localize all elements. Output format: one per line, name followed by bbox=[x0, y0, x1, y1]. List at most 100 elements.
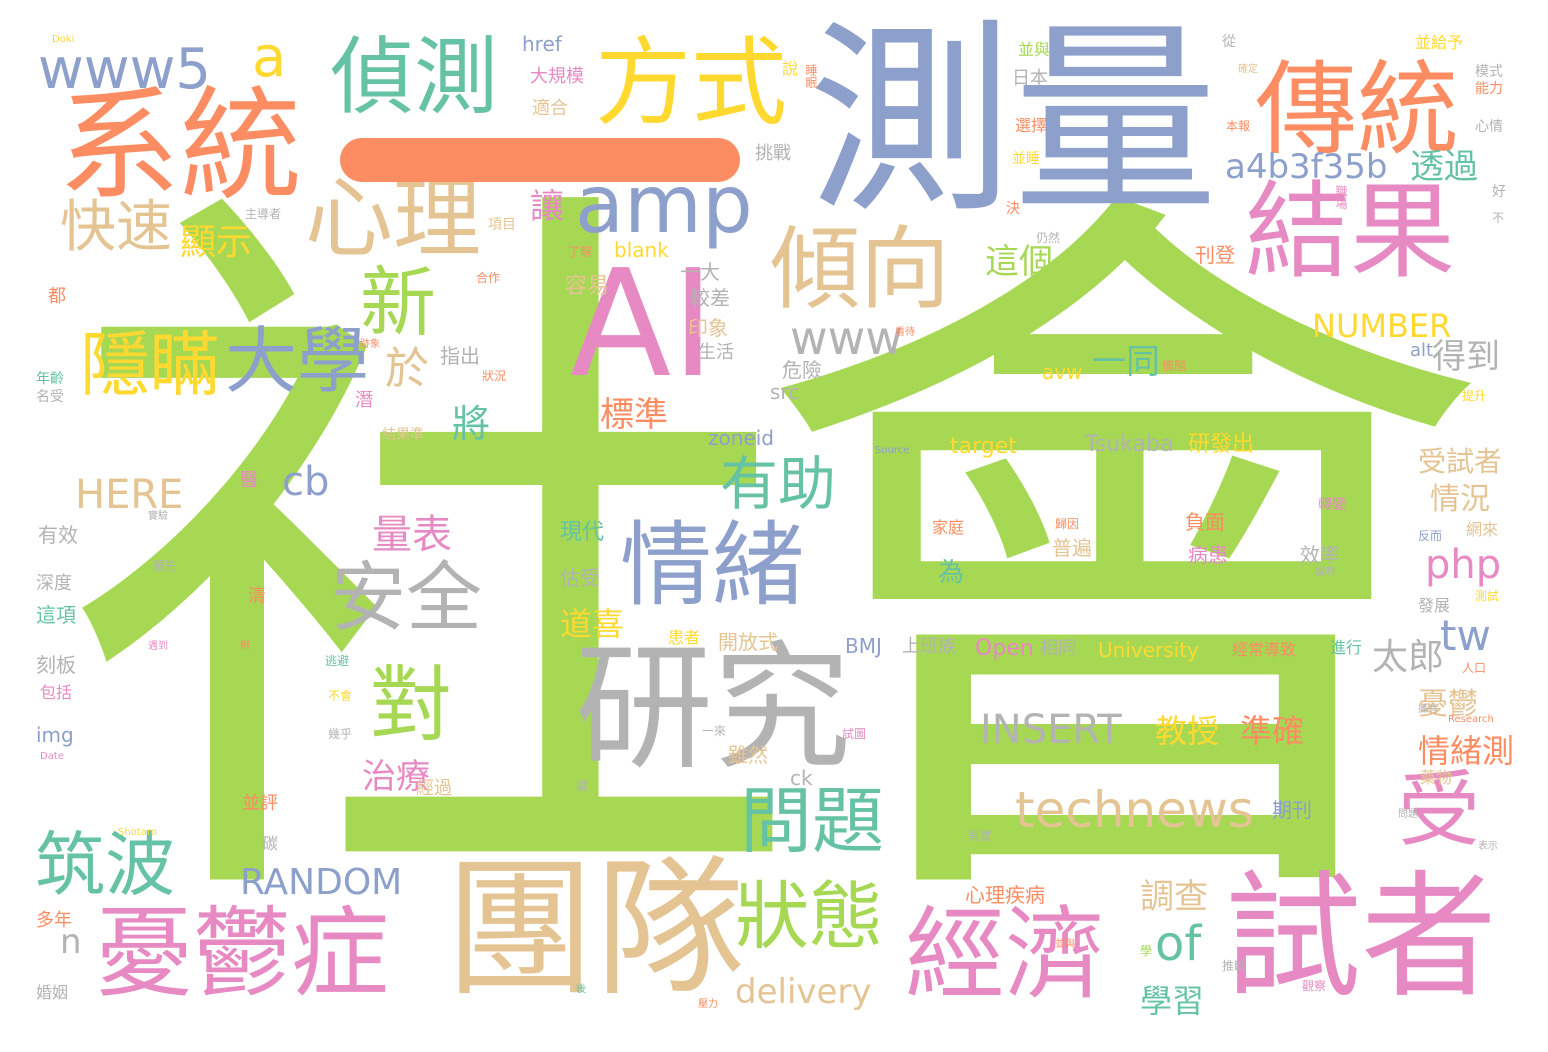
word: ck bbox=[790, 766, 813, 790]
word: 問題 bbox=[1398, 809, 1418, 820]
word: 透過 bbox=[1410, 147, 1478, 187]
word: 學習 bbox=[1140, 982, 1205, 1020]
word: 並與 bbox=[1055, 939, 1075, 950]
word: blank bbox=[614, 238, 669, 262]
word: Open bbox=[975, 636, 1034, 661]
word: Date bbox=[40, 751, 64, 762]
word: 團隊 bbox=[445, 843, 746, 1017]
word: 都 bbox=[48, 286, 66, 307]
word: 估受 bbox=[560, 566, 600, 590]
word: 現代 bbox=[560, 520, 605, 545]
word: 貝實 bbox=[968, 829, 993, 843]
word: 能力 bbox=[1475, 81, 1503, 97]
word: 本報 bbox=[1226, 119, 1251, 133]
word: a bbox=[252, 25, 287, 90]
word: 期刊 bbox=[1272, 798, 1312, 822]
word: Doki bbox=[52, 34, 75, 45]
word: www5 bbox=[38, 37, 212, 102]
word: Shotaro bbox=[118, 827, 157, 838]
word: 提升 bbox=[1462, 389, 1487, 403]
word: 安全 bbox=[330, 553, 482, 642]
word: n bbox=[60, 922, 82, 962]
word: 結果準 bbox=[382, 427, 424, 443]
word: 太郎 bbox=[1372, 637, 1445, 678]
word: 反而 bbox=[1418, 529, 1443, 543]
word: 說明 bbox=[1315, 567, 1335, 578]
word: 並與 bbox=[1018, 40, 1051, 59]
word: 於 bbox=[377, 345, 428, 390]
word: 上班族 bbox=[902, 636, 956, 657]
word: 結果 bbox=[1245, 171, 1456, 293]
word: Research bbox=[1448, 714, 1494, 725]
word: 壓力 bbox=[698, 999, 718, 1010]
word: 碳 bbox=[262, 834, 279, 853]
word: 婚姻 bbox=[36, 983, 69, 1002]
word: 包括 bbox=[40, 683, 73, 702]
word: src bbox=[770, 380, 800, 404]
word: 睡眠 bbox=[804, 64, 818, 89]
word: 並評 bbox=[242, 793, 278, 814]
word: 確定 bbox=[1238, 64, 1258, 75]
word: 日本 bbox=[1012, 68, 1048, 89]
word: 準確 bbox=[1240, 712, 1305, 750]
word: 經常導致 bbox=[1232, 640, 1297, 659]
word: 調查 bbox=[1140, 877, 1208, 917]
word: alt bbox=[1410, 340, 1434, 361]
word: 跳 bbox=[576, 779, 589, 793]
word: img bbox=[36, 723, 74, 747]
word: 好 bbox=[1492, 184, 1506, 200]
word: 發展 bbox=[1418, 596, 1451, 615]
word: 新 bbox=[360, 258, 436, 347]
word: 幾乎 bbox=[328, 727, 353, 741]
word: 有效 bbox=[38, 523, 78, 547]
word: 一來 bbox=[702, 724, 727, 738]
word: 多年 bbox=[36, 910, 72, 931]
word: 將 bbox=[452, 402, 491, 446]
word: 標準 bbox=[600, 395, 668, 435]
word: 經濟 bbox=[905, 896, 1105, 1013]
word: BMJ bbox=[845, 634, 882, 658]
word: 了解 bbox=[568, 245, 593, 259]
word: 項目 bbox=[488, 217, 516, 233]
word: 選擇 bbox=[1015, 116, 1048, 135]
word: 憂鬱症 bbox=[95, 897, 390, 1011]
word: 深度 bbox=[36, 573, 72, 594]
word: INSERT bbox=[980, 707, 1122, 753]
word: technews bbox=[1015, 781, 1254, 839]
word: 測試 bbox=[1475, 589, 1500, 603]
word: 仍然 bbox=[1036, 231, 1061, 245]
word: 筑波 bbox=[35, 824, 175, 906]
word: 社會 bbox=[62, 134, 1492, 996]
word: 試者 bbox=[1225, 859, 1497, 1017]
word: 情緒 bbox=[620, 512, 805, 619]
word: 讓 bbox=[530, 187, 564, 227]
word: 進行 bbox=[1330, 638, 1363, 657]
word: 危險 bbox=[782, 358, 822, 382]
word: cb bbox=[282, 459, 330, 505]
word: 學 bbox=[1140, 944, 1153, 958]
word: 量表 bbox=[372, 512, 452, 558]
word: 並給予 bbox=[1415, 33, 1464, 52]
word: 說 bbox=[779, 60, 798, 77]
word: 大學 bbox=[225, 319, 370, 403]
word: 負面 bbox=[1185, 510, 1225, 534]
word: target bbox=[950, 434, 1017, 459]
word: 測量 bbox=[808, 3, 1218, 241]
word: 心理疾病 bbox=[965, 883, 1045, 907]
word: 教授 bbox=[1155, 712, 1220, 750]
word: 推斷 bbox=[1222, 959, 1247, 973]
word: 試圖 bbox=[842, 727, 867, 741]
word: 逃避 bbox=[325, 654, 350, 668]
word: 刻板 bbox=[36, 653, 76, 677]
word: 家庭 bbox=[932, 518, 965, 537]
word: 傳統 bbox=[1255, 51, 1459, 170]
word: 隱瞞 bbox=[80, 324, 220, 406]
word: 容易 bbox=[565, 274, 610, 299]
word: 憂鬱 bbox=[1418, 687, 1478, 722]
word: 狀況 bbox=[482, 369, 507, 383]
word: 大規模 bbox=[530, 66, 584, 87]
word: 生活 bbox=[698, 342, 734, 363]
word: 顯示 bbox=[180, 222, 253, 263]
word: 潛 bbox=[355, 390, 373, 411]
word: 病患 bbox=[1188, 543, 1228, 567]
